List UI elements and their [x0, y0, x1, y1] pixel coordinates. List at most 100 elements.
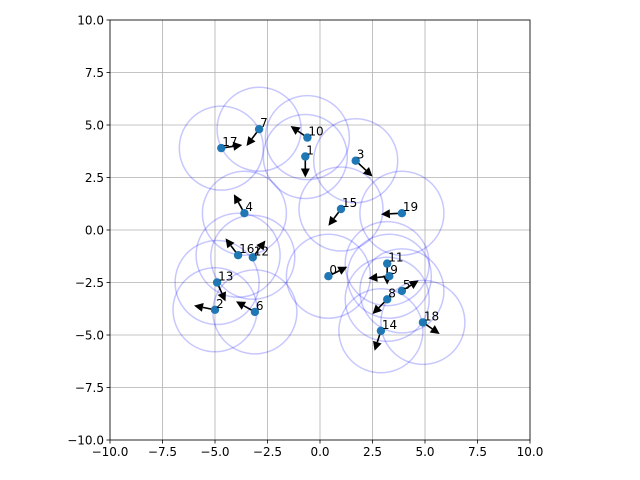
agent-point	[254, 125, 264, 134]
agent-radius-circle	[262, 113, 349, 200]
agent-radius-circle	[312, 117, 399, 204]
agent-radius-circle	[346, 233, 433, 319]
velocity-arrow-head	[236, 301, 247, 310]
y-tick-label: −5.0	[75, 329, 104, 343]
agent-point	[217, 143, 226, 153]
agent-label: 4	[245, 200, 253, 214]
agent-radius-circle	[359, 248, 445, 334]
agent-radius-circle	[298, 166, 384, 252]
y-tick-label: 10.0	[77, 14, 104, 28]
agent-point	[376, 326, 386, 335]
agent-radius-circle	[359, 170, 445, 256]
velocity-arrow-head	[408, 280, 419, 289]
velocity-arrow-head	[232, 141, 243, 151]
agent-label: 6	[256, 299, 264, 313]
velocity-arrow-head	[225, 238, 235, 249]
y-tick-label: 7.5	[85, 66, 104, 80]
agent-radius-circle	[174, 239, 260, 326]
y-tick-label: −2.5	[75, 276, 104, 290]
velocity-arrow-head	[233, 194, 243, 205]
agent-radius-circle	[178, 105, 265, 191]
velocity-arrow-head	[246, 136, 256, 146]
agent-radius-circle	[344, 256, 430, 343]
x-tick-label: −10.0	[92, 445, 129, 459]
velocity-arrow-head	[372, 304, 383, 314]
agent-point	[233, 251, 243, 260]
velocity-arrow-head	[290, 126, 301, 135]
x-tick-label: −7.5	[148, 445, 177, 459]
agent-point	[210, 305, 220, 314]
x-tick-label: 2.5	[363, 445, 382, 459]
agent-label: 12	[254, 244, 269, 258]
velocity-arrow-head	[380, 209, 391, 219]
agent-label: 19	[403, 200, 418, 214]
agent-radius-circle	[264, 94, 351, 181]
agent-label: 9	[390, 263, 398, 277]
y-tick-label: 5.0	[85, 119, 104, 133]
agent-point	[397, 209, 407, 218]
agent-label: 1	[306, 144, 314, 158]
y-tick-label: 2.5	[85, 171, 104, 185]
velocity-arrow-head	[300, 168, 310, 178]
agent-point	[418, 318, 428, 327]
y-tick-label: 0.0	[85, 224, 104, 238]
agent-radius-circle	[216, 86, 302, 172]
agent-label: 18	[424, 309, 439, 323]
agent-label: 0	[329, 263, 337, 277]
agent-label: 15	[342, 196, 357, 210]
agent-point	[383, 259, 392, 268]
velocity-arrow-head	[194, 302, 204, 312]
agent-point	[351, 156, 360, 165]
velocity-arrow-head	[368, 272, 378, 282]
agent-label: 5	[403, 278, 411, 292]
grid	[109, 19, 531, 441]
velocity-arrow-head	[362, 167, 373, 177]
velocity-arrow-head	[337, 266, 348, 275]
agent-point	[324, 272, 333, 281]
agent-points	[210, 125, 428, 335]
velocity-arrow-head	[373, 340, 382, 351]
agent-radius-circle	[285, 233, 372, 319]
y-axis: −10.0 −7.5 −5.0 −2.5 0.0 2.5 5.0 7.5 10.0	[67, 14, 110, 448]
agent-label: 13	[218, 270, 233, 284]
agent-point	[385, 272, 394, 281]
agent-point	[383, 295, 392, 304]
agent-point	[397, 286, 407, 296]
agent-point	[303, 133, 312, 142]
x-tick-label: 5.0	[415, 445, 434, 459]
agent-label: 2	[216, 297, 224, 311]
velocity-arrow-head	[429, 325, 440, 334]
x-tick-label: −5.0	[200, 445, 229, 459]
agent-radius-circle	[338, 288, 424, 374]
velocity-arrow-head	[217, 291, 226, 302]
y-tick-label: −7.5	[75, 381, 104, 395]
agent-label: 16	[239, 242, 254, 256]
agent-point	[212, 278, 222, 287]
agent-point	[336, 204, 346, 214]
agent-point	[301, 152, 310, 161]
y-tick-label: −10.0	[67, 434, 104, 448]
x-tick-label: 7.5	[468, 445, 487, 459]
velocity-arrow-head	[256, 240, 266, 251]
agent-radius-circle	[344, 220, 430, 307]
agent-label: 8	[388, 286, 396, 300]
x-tick-label: −2.5	[253, 445, 282, 459]
agent-point	[240, 209, 249, 218]
agent-label: 3	[357, 148, 365, 162]
radius-circles	[172, 86, 466, 374]
agent-label: 7	[260, 116, 268, 130]
agent-label: 11	[388, 251, 403, 265]
agent-radius-circle	[380, 279, 466, 366]
x-tick-label: 0.0	[310, 445, 329, 459]
agent-label: 10	[308, 125, 323, 139]
agent-point	[250, 307, 260, 317]
agent-label: 14	[382, 318, 397, 332]
x-tick-label: 10.0	[517, 445, 544, 459]
x-axis: −10.0 −7.5 −5.0 −2.5 0.0 2.5 5.0 7.5 10.0	[92, 440, 544, 459]
agent-radius-circle	[201, 170, 288, 256]
agent-radius-circle	[210, 214, 296, 301]
agent-point	[248, 253, 257, 262]
velocity-arrow-head	[328, 215, 338, 226]
